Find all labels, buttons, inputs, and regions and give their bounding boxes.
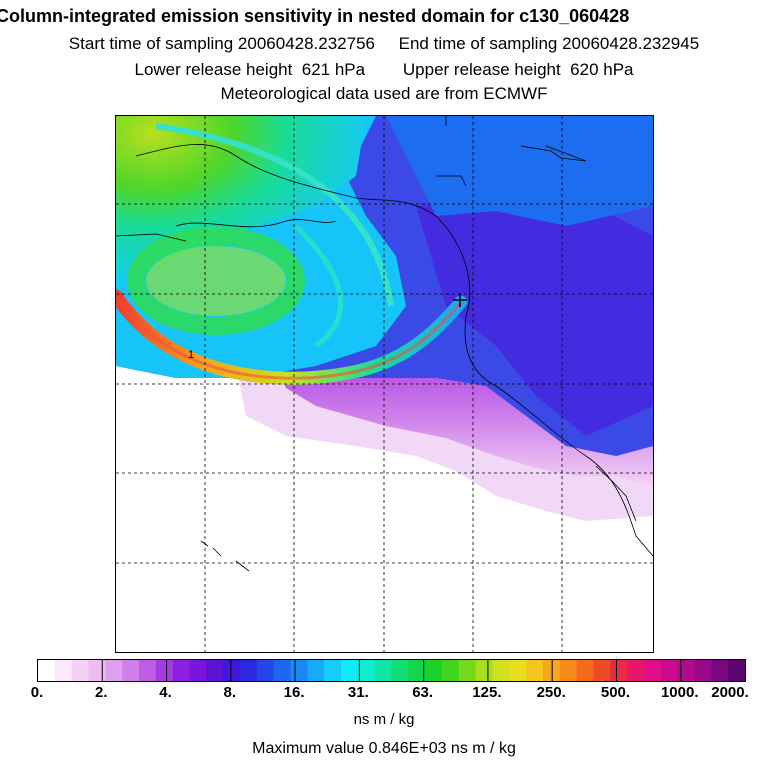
colorbar-swatch	[728, 660, 745, 681]
colorbar-swatch	[509, 660, 527, 681]
colorbar-swatch	[341, 660, 359, 681]
colorbar-swatch	[273, 660, 291, 681]
colorbar-swatch	[458, 660, 477, 681]
colorbar-swatch	[88, 660, 106, 681]
colorbar-swatch	[442, 660, 460, 681]
release-point-marker	[453, 293, 467, 307]
colorbar-swatch	[54, 660, 73, 681]
colorbar-swatch	[644, 660, 662, 681]
deep-blue-region	[416, 186, 653, 436]
swirl-arc-2	[294, 224, 344, 348]
colorbar-tick-label: 4.	[159, 684, 172, 701]
colorbar-swatch	[223, 660, 241, 681]
colorbar-swatch	[105, 660, 123, 681]
colorbar-tick-label: 2.	[95, 684, 108, 701]
colorbar-swatch	[425, 660, 443, 681]
colorbar-swatch	[155, 660, 174, 681]
colorbar-swatch	[324, 660, 342, 681]
coastlines	[116, 116, 653, 572]
colorbar-swatch	[391, 660, 409, 681]
colorbar-tick-label: 250.	[536, 684, 566, 701]
colorbar-swatch	[576, 660, 594, 681]
colorbar	[37, 659, 746, 682]
colorbar-swatch	[206, 660, 224, 681]
colorbar-swatch	[694, 660, 712, 681]
colorbar-tick-label: 63.	[412, 684, 434, 701]
colorbar-swatch	[139, 660, 157, 681]
colorbar-swatch	[677, 660, 695, 681]
colorbar-swatch	[711, 660, 729, 681]
colorbar-swatch	[627, 660, 645, 681]
colorbar-tick-label: 31.	[347, 684, 369, 701]
colorbar-swatch	[240, 660, 258, 681]
maximum-value: Maximum value 0.846E+03 ns m / kg	[252, 740, 516, 757]
inner-green-ring	[127, 227, 305, 335]
colorbar-swatch	[122, 660, 140, 681]
colorbar-swatch	[71, 660, 89, 681]
colorbar-tick-label: 16.	[283, 684, 305, 701]
marker-label: 1	[188, 349, 194, 361]
colorbar-swatch	[172, 660, 190, 681]
figure-title: Column-integrated emission sensitivity i…	[0, 6, 630, 26]
colorbar-swatch	[543, 660, 561, 681]
colorbar-tick-label: 1000.	[660, 684, 699, 701]
colorbar-swatch	[660, 660, 679, 681]
colorbar-swatch	[290, 660, 308, 681]
colorbar-swatch	[374, 660, 392, 681]
colorbar-swatch	[357, 660, 376, 681]
sensitivity-map: 1	[115, 115, 654, 653]
release-heights: Lower release height 621 hPa Upper relea…	[134, 60, 634, 79]
colorbar-tick-label: 125.	[472, 684, 502, 701]
colorbar-units: ns m / kg	[353, 711, 415, 728]
colorbar-swatch	[475, 660, 493, 681]
colorbar-tick-label: 0.	[30, 684, 44, 701]
graticule	[116, 116, 653, 652]
met-data-source: Meteorological data used are from ECMWF	[220, 84, 548, 103]
colorbar-tick-label: 8.	[223, 684, 237, 701]
colorbar-swatch	[610, 660, 628, 681]
colorbar-swatch	[492, 660, 510, 681]
emission-plume-core	[116, 295, 463, 380]
inner-ring-center	[146, 246, 286, 316]
colorbar-swatch	[593, 660, 611, 681]
colorbar-swatch	[408, 660, 426, 681]
colorbar-swatch	[559, 660, 578, 681]
colorbar-swatch	[307, 660, 325, 681]
colorbar-swatch	[38, 660, 56, 681]
colorbar-tick-label: 2000.	[711, 684, 749, 701]
colorbar-swatch	[526, 660, 544, 681]
mid-blue-region	[386, 116, 653, 226]
colorbar-tick-label: 500.	[600, 684, 631, 701]
swirl-arc-1	[155, 123, 394, 307]
colorbar-swatch	[256, 660, 275, 681]
colorbar-swatch	[189, 660, 207, 681]
sampling-times: Start time of sampling 20060428.232756 E…	[68, 34, 700, 53]
